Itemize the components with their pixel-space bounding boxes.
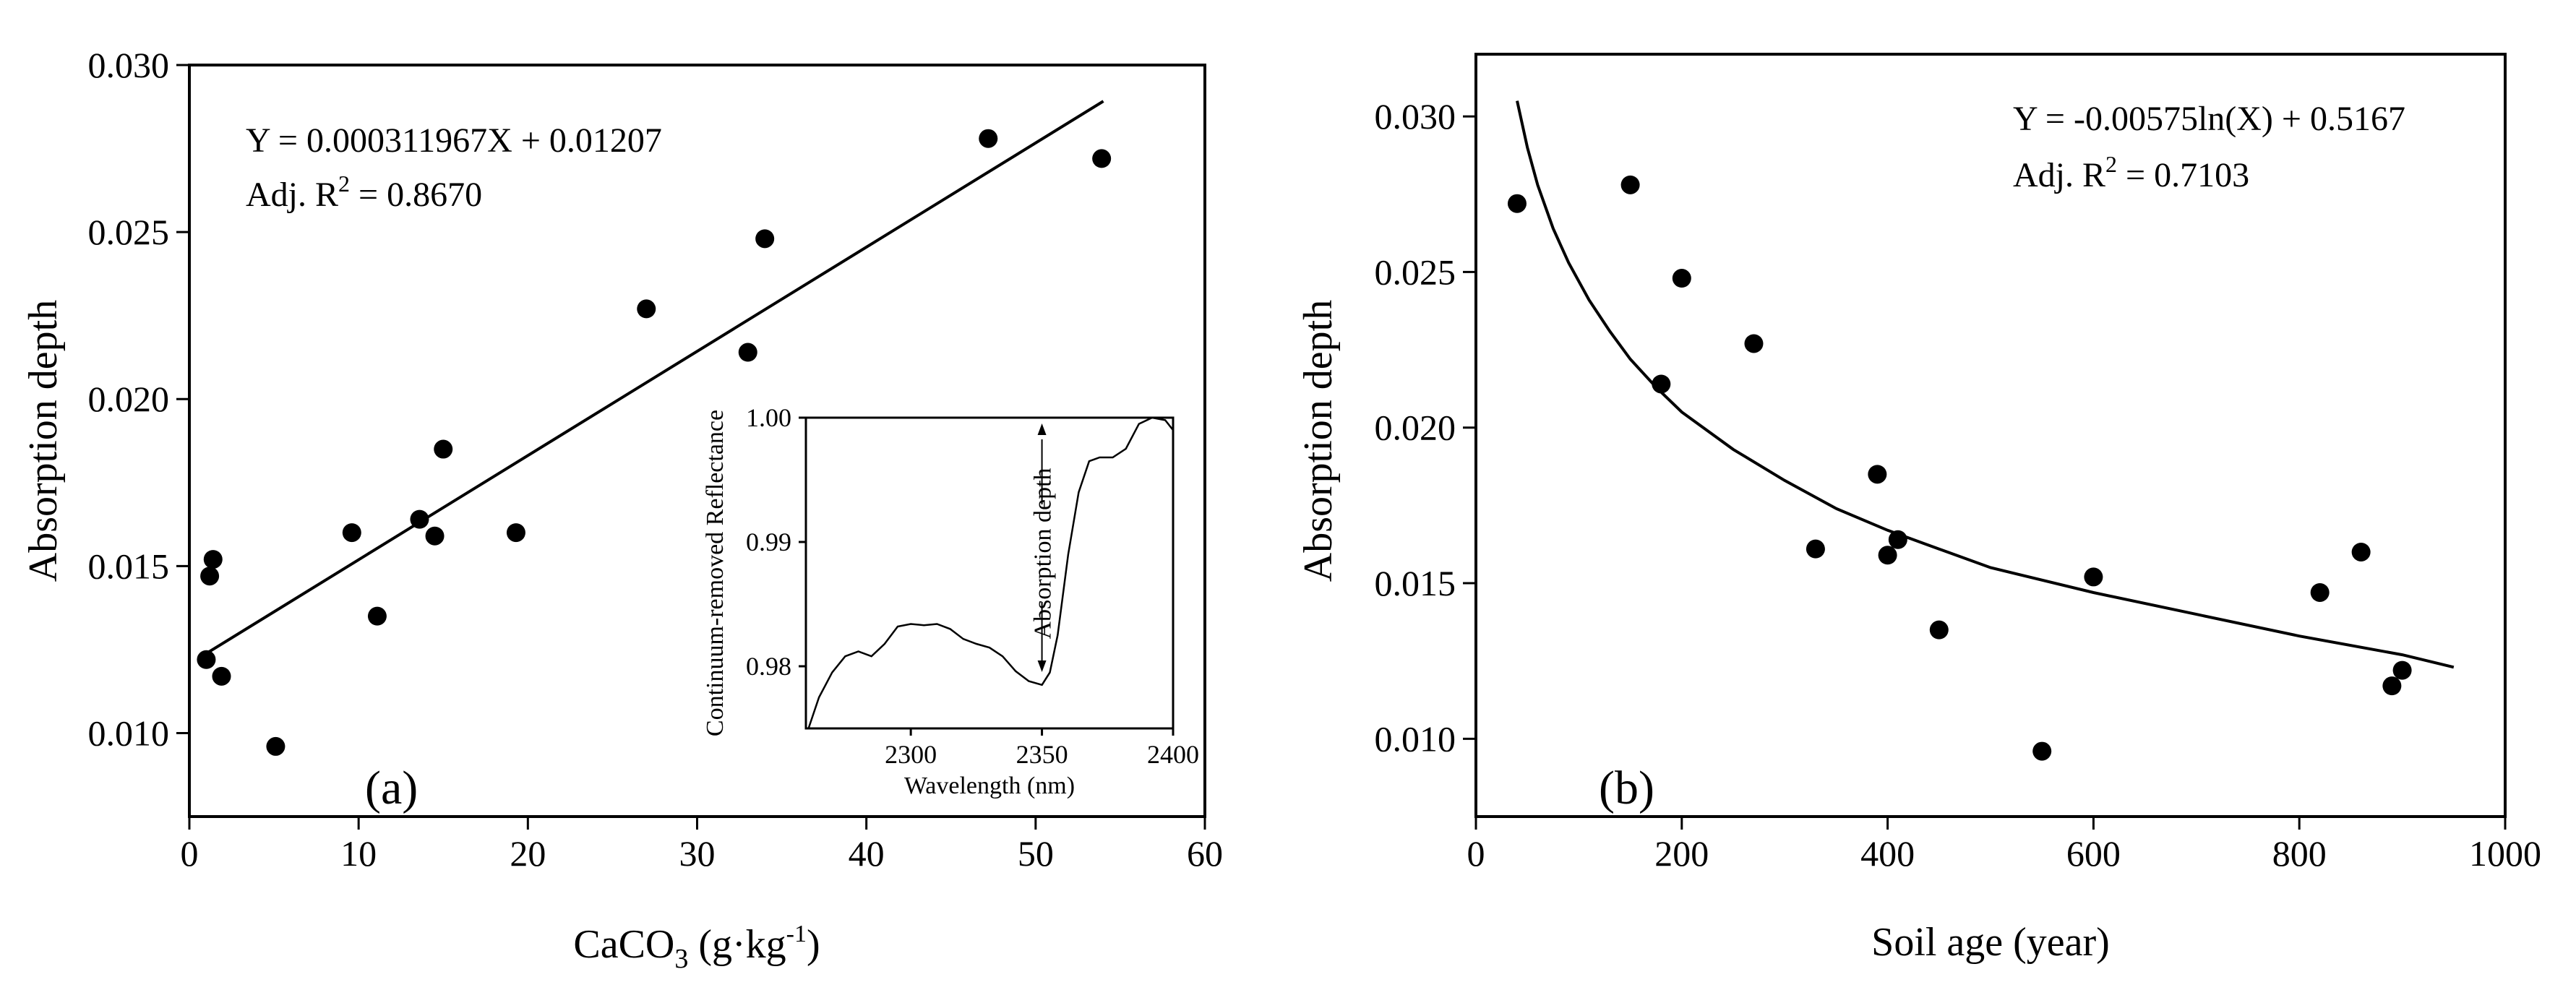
a-x-tick-label: 40 [849, 833, 885, 874]
data-point-b [1878, 546, 1897, 565]
b-x-tick-label: 0 [1467, 833, 1485, 874]
equation-b: Y = -0.00575ln(X) + 0.5167 [2013, 100, 2405, 138]
a-x-tick-label: 20 [510, 833, 546, 874]
data-point-a [410, 509, 429, 529]
inset-annotation: Absorption depth [1030, 468, 1057, 639]
data-point-b [1929, 620, 1949, 640]
x-axis-label-a: CaCO3 (g·kg-1) [573, 921, 820, 974]
data-point-a [203, 550, 223, 569]
arrow-head-bottom [1037, 660, 1047, 672]
data-point-a [506, 523, 525, 543]
inset-depth-arrow [1037, 423, 1047, 672]
data-point-a [367, 606, 387, 626]
y-axis-label-a: Absorption depth [21, 300, 66, 582]
panel-label-b: (b) [1599, 762, 1654, 814]
a-x-tick-label: 10 [340, 833, 377, 874]
inset-y-ticks: 0.98 0.99 1.00 [746, 403, 806, 681]
a-x-tick-label: 60 [1187, 833, 1223, 874]
inset-y-label: Continuum-removed Reflectance [702, 410, 729, 736]
regression-line-a [205, 100, 1104, 655]
data-point-a [197, 650, 216, 669]
data-point-b [2084, 567, 2103, 587]
data-point-b [1652, 374, 1671, 394]
b-y-tick-label: 0.015 [1375, 563, 1456, 603]
data-point-b [1507, 194, 1527, 213]
b-y-tick-label: 0.030 [1375, 96, 1456, 137]
a-x-tick-label: 0 [181, 833, 199, 874]
inset-y-tick-label: 0.98 [746, 652, 791, 681]
inset-x-tick-label: 2300 [885, 740, 937, 769]
y-ticks-a: 0.010 0.015 0.020 0.025 0.030 [88, 45, 189, 753]
data-point-b [2032, 741, 2052, 761]
inset-x-ticks: 2300 2350 2400 [885, 728, 1199, 769]
inset-x-tick-label: 2350 [1016, 740, 1068, 769]
data-point-b [2382, 676, 2402, 696]
inset-spectrum-line [807, 416, 1174, 729]
inset-x-tick-label: 2400 [1147, 740, 1199, 769]
points-b [1507, 175, 2412, 761]
b-x-tick-label: 400 [1860, 833, 1915, 874]
data-point-b [1868, 465, 1887, 484]
data-point-a [1092, 149, 1112, 168]
inset-y-tick-label: 1.00 [746, 403, 791, 432]
data-point-b [1744, 334, 1764, 353]
data-point-b [1888, 530, 1907, 549]
data-point-a [738, 343, 757, 362]
a-y-tick-label: 0.015 [88, 546, 170, 586]
data-point-b [1672, 269, 1691, 288]
panel-a: 0 10 20 30 40 50 60 0.0100.0150.0200.0250.030 … [21, 45, 1223, 974]
x-axis-label-b: Soil age (year) [1871, 920, 2110, 965]
points-a [197, 129, 1112, 756]
data-point-a [266, 736, 285, 756]
arrow-head-top [1037, 423, 1047, 435]
inset-frame [804, 416, 1175, 730]
inset-y-tick-label: 0.99 [746, 528, 791, 556]
data-point-b [2392, 660, 2412, 680]
x-ticks-a: 0 10 20 30 40 50 60 [181, 817, 1223, 874]
x-ticks-b: 0 200 400 600 800 1000 [1467, 817, 2541, 874]
r2-b: Adj. R2 = 0.7103 [2013, 151, 2249, 194]
data-point-a [425, 526, 445, 546]
b-y-tick-label: 0.010 [1375, 718, 1456, 759]
a-y-tick-label: 0.010 [88, 713, 170, 753]
a-x-tick-label: 50 [1018, 833, 1054, 874]
data-point-a [212, 666, 231, 686]
a-y-tick-label: 0.025 [88, 212, 170, 252]
r2-a: Adj. R2 = 0.8670 [246, 171, 482, 214]
b-x-tick-label: 200 [1654, 833, 1709, 874]
b-x-tick-label: 600 [2066, 833, 2121, 874]
b-x-tick-label: 1000 [2469, 833, 2541, 874]
panel-label-a: (a) [365, 762, 418, 814]
inset-background [806, 418, 1173, 728]
fit-curve-b [1516, 100, 2455, 669]
data-point-a [434, 439, 453, 459]
b-y-tick-label: 0.025 [1375, 251, 1456, 292]
data-point-a [979, 129, 998, 148]
data-point-a [342, 523, 361, 543]
fit-line-a [205, 100, 1104, 655]
a-y-tick-label: 0.020 [88, 379, 170, 419]
inset-chart: 2300 2350 2400 0.98 0.99 1.00 Absorption dep… [702, 403, 1199, 799]
y-ticks-b: 0.010 0.015 0.020 0.025 0.030 [1375, 96, 1476, 759]
data-point-a [200, 567, 220, 586]
panel-b: 0 200 400 600 800 1000 0.0100.0150.0200.0250.… [1296, 53, 2541, 965]
data-point-b [1806, 539, 1825, 559]
equation-a: Y = 0.000311967X + 0.01207 [246, 121, 662, 160]
data-point-b [1620, 175, 1640, 194]
b-y-tick-label: 0.020 [1375, 408, 1456, 448]
plot-frame-b [1474, 53, 2507, 818]
a-x-tick-label: 30 [679, 833, 716, 874]
data-point-b [2310, 582, 2330, 602]
data-point-a [755, 229, 775, 249]
b-x-tick-label: 800 [2272, 833, 2327, 874]
a-y-tick-label: 0.030 [88, 45, 170, 85]
data-point-a [637, 299, 656, 319]
inset-x-label: Wavelength (nm) [904, 772, 1075, 799]
y-axis-label-b: Absorption depth [1296, 300, 1341, 582]
data-point-b [2351, 542, 2371, 561]
